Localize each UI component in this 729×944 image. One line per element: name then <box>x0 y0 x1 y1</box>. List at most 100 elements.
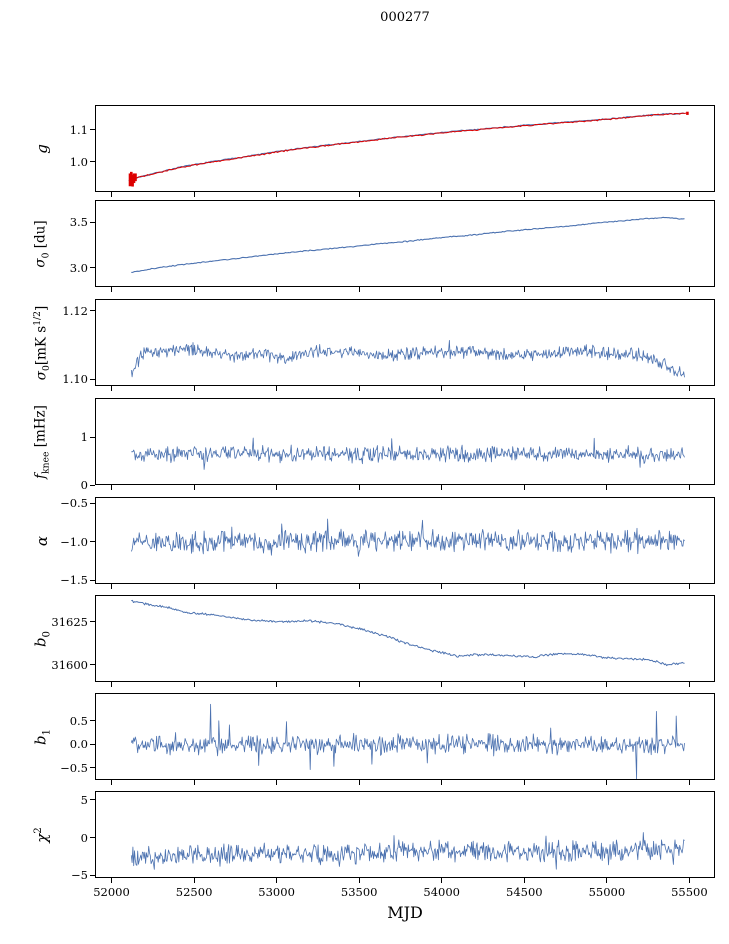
y-axis-label-b0: b0 <box>32 630 53 646</box>
series-line-sigma0-mks-line <box>130 340 685 378</box>
y-tick-mark <box>90 743 95 745</box>
y-tick-mark <box>90 874 95 876</box>
y-axis-label-g: g <box>33 144 51 154</box>
x-tick-label: 53500 <box>340 885 378 899</box>
series-line-alpha-line <box>130 518 685 557</box>
y-tick-mark <box>90 720 95 722</box>
subplot-g: 1.0 1.1 g <box>33 105 715 197</box>
y-tick-label: −5 <box>71 868 88 883</box>
x-tick-mark <box>606 878 608 883</box>
series-line-chi2-line <box>130 832 685 870</box>
x-tick-mark <box>441 485 443 490</box>
y-tick-mark <box>90 267 95 269</box>
y-tick-label: 5 <box>80 792 88 807</box>
y-axis-label-part: 0 <box>41 364 53 371</box>
y-tick-mark <box>90 378 95 380</box>
x-tick-mark <box>358 485 360 490</box>
y-tick-label: 31600 <box>51 657 88 672</box>
x-tick-mark <box>111 485 112 490</box>
plot-area-sigma0-du <box>131 216 685 273</box>
y-tick-label: 0 <box>80 478 88 492</box>
x-tick-label: 52000 <box>93 885 130 899</box>
subplot-fknee: 0 1 fknee [mHz] <box>33 398 715 492</box>
y-axis-label-part: 1/2 <box>31 310 43 326</box>
y-axis-label-chi2: χ2 <box>33 827 51 843</box>
subplot-chi2: −5 0 5 52000 52500 53000 53500 54000 54500 55000 5… <box>33 791 715 899</box>
x-tick-label: 52500 <box>175 885 213 899</box>
x-tick-label: 54000 <box>423 885 460 899</box>
subplot-b1: −0.5 0.0 0.5 b1 <box>32 693 715 785</box>
x-tick-mark <box>688 780 690 785</box>
subplot-alpha: −1.5 −1.0 −0.5 α <box>33 496 715 589</box>
x-tick-mark <box>111 584 112 589</box>
x-tick-mark <box>606 287 608 292</box>
y-tick-label: 0.5 <box>69 713 88 728</box>
series-line-b0-line <box>131 599 685 667</box>
plot-area-b0 <box>131 599 685 667</box>
x-tick-mark <box>276 485 278 490</box>
y-tick-label: 3.0 <box>69 260 88 275</box>
x-tick-mark <box>441 192 443 197</box>
series-line-fknee-line <box>131 437 685 470</box>
x-tick-label: 53000 <box>258 885 295 899</box>
y-axis-label-part: σ <box>33 370 50 380</box>
x-tick-mark <box>523 878 525 883</box>
y-tick-mark <box>90 436 95 438</box>
y-axis-label-part: f <box>32 473 49 479</box>
y-axis-label-part: σ <box>32 257 49 268</box>
y-tick-mark <box>90 664 95 666</box>
y-tick-label: −1.0 <box>60 534 88 549</box>
y-tick-label: 0 <box>80 830 88 845</box>
y-tick-mark <box>90 579 95 581</box>
series-line-sigma0-du-line <box>131 216 685 273</box>
x-tick-mark <box>606 780 608 785</box>
series-line-b1-line <box>130 703 685 780</box>
subplot-b0: 31600 31625 b0 <box>32 595 715 687</box>
x-tick-mark <box>358 584 360 589</box>
x-tick-mark <box>276 192 278 197</box>
y-axis-label-part: 0 <box>41 630 53 637</box>
series-line-gain-red <box>129 112 687 181</box>
y-tick-label: 0.0 <box>69 737 88 752</box>
y-tick-mark <box>90 541 95 543</box>
x-tick-label: 54500 <box>506 885 543 899</box>
plot-area-sigma0-mks <box>130 340 685 378</box>
subplot-sigma0-du: 3.0 3.5 σ0 [du] <box>33 200 715 292</box>
x-tick-mark <box>523 584 525 589</box>
x-tick-mark <box>523 485 525 490</box>
x-axis-label: MJD <box>387 903 423 922</box>
y-axis-label-part: b <box>31 734 50 745</box>
series-line-gain-blue <box>128 112 685 182</box>
x-tick-mark <box>358 386 360 391</box>
y-axis-label-part: 1 <box>41 728 53 735</box>
x-tick-mark <box>523 682 525 687</box>
x-tick-mark <box>688 485 690 490</box>
x-tick-mark <box>606 584 608 589</box>
x-tick-mark <box>276 682 278 687</box>
x-tick-mark <box>358 780 360 785</box>
x-tick-mark <box>276 780 278 785</box>
y-tick-mark <box>90 310 95 312</box>
y-tick-label: −0.5 <box>60 760 88 775</box>
x-tick-mark <box>358 192 360 197</box>
x-tick-mark <box>441 584 443 589</box>
x-tick-label: 55000 <box>588 885 626 899</box>
x-tick-mark <box>193 682 195 687</box>
x-tick-mark <box>441 682 443 687</box>
y-tick-mark <box>90 129 95 131</box>
x-tick-mark <box>111 878 112 883</box>
x-tick-mark <box>441 780 443 785</box>
x-tick-mark <box>276 584 278 589</box>
y-axis-label-part: χ <box>33 833 51 843</box>
x-tick-mark <box>688 584 690 589</box>
x-tick-mark <box>688 682 690 687</box>
plot-area-g <box>128 111 689 187</box>
x-tick-mark <box>523 780 525 785</box>
y-axis-label-part: 0 <box>40 252 52 258</box>
x-tick-mark <box>523 386 525 391</box>
x-tick-mark <box>441 878 443 883</box>
y-axis-label-part: 2 <box>33 826 44 834</box>
x-tick-mark <box>111 682 112 687</box>
x-tick-mark <box>193 192 195 197</box>
